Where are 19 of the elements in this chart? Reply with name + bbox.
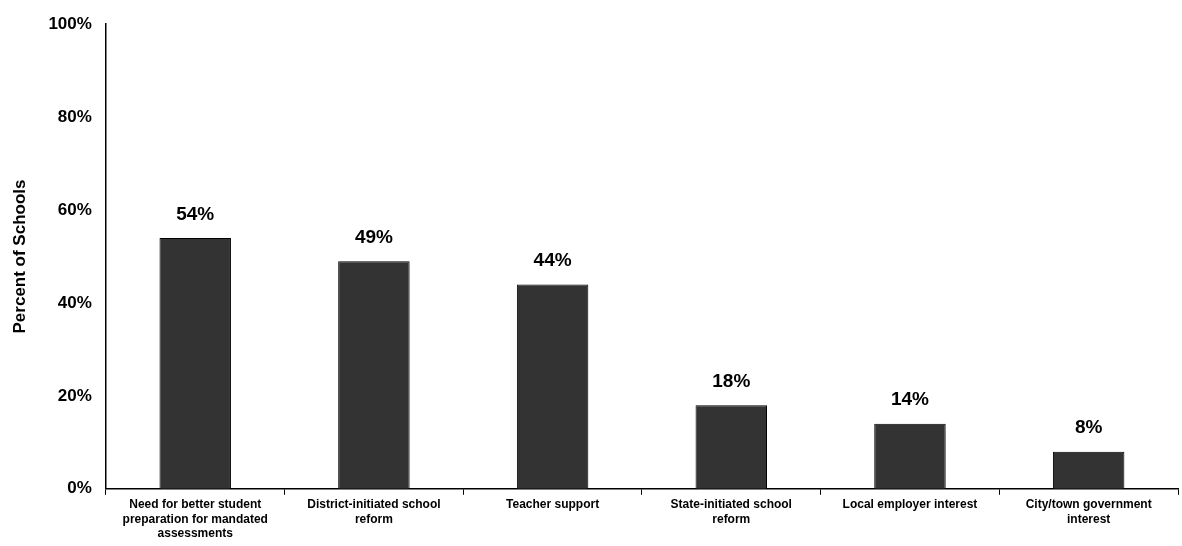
data-label: 54% <box>176 202 215 224</box>
x-tick-label: State-initiated school reform <box>670 497 792 526</box>
x-tick-label: Local employer interest <box>842 497 978 512</box>
y-axis-title: Percent of Schools <box>9 179 29 334</box>
x-tick-label: City/town government interest <box>1025 497 1152 526</box>
x-tick-label: Teacher support <box>506 497 600 512</box>
x-tick-label: District-initiated school reform <box>307 497 441 526</box>
y-tick-label: 0% <box>67 478 92 498</box>
y-tick-label: 60% <box>57 199 92 219</box>
data-label: 14% <box>890 388 930 410</box>
y-tick-label: 20% <box>57 385 92 405</box>
data-label: 8% <box>1074 416 1103 438</box>
data-label: 18% <box>712 369 751 391</box>
data-label: 44% <box>533 249 572 271</box>
x-tick-label: Need for better student preparation for mandated assessments <box>122 497 268 541</box>
y-tick-label: 100% <box>48 13 92 33</box>
y-tick-label: 80% <box>57 106 92 126</box>
data-label: 49% <box>354 225 394 247</box>
y-tick-label: 40% <box>57 292 92 312</box>
